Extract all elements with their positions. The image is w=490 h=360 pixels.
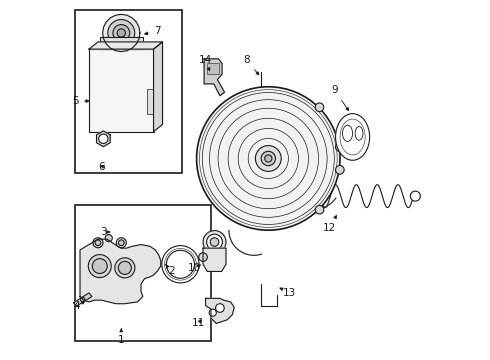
Polygon shape: [102, 14, 140, 51]
Circle shape: [113, 24, 130, 41]
Text: 13: 13: [280, 288, 296, 298]
Text: 14: 14: [199, 55, 212, 71]
Circle shape: [199, 253, 207, 261]
Polygon shape: [205, 298, 234, 323]
Text: 3: 3: [100, 227, 110, 237]
Text: 2: 2: [166, 264, 175, 276]
Text: 12: 12: [322, 216, 337, 233]
Text: 1: 1: [118, 329, 124, 345]
Bar: [100, 37, 143, 49]
Polygon shape: [80, 239, 161, 304]
Circle shape: [119, 261, 131, 274]
Circle shape: [105, 234, 112, 242]
Circle shape: [108, 19, 135, 46]
Bar: [207, 63, 219, 74]
Text: 7: 7: [145, 26, 160, 36]
Polygon shape: [74, 293, 92, 306]
Circle shape: [315, 103, 324, 112]
Circle shape: [196, 87, 340, 230]
Circle shape: [203, 230, 226, 253]
Circle shape: [209, 309, 216, 316]
Circle shape: [116, 238, 126, 248]
Circle shape: [410, 191, 420, 201]
Bar: [89, 49, 153, 132]
Circle shape: [210, 238, 219, 246]
Text: 8: 8: [244, 55, 259, 75]
Text: 6: 6: [98, 162, 105, 172]
Text: 5: 5: [73, 96, 89, 106]
Circle shape: [336, 143, 344, 152]
Circle shape: [167, 250, 195, 278]
Circle shape: [207, 234, 222, 250]
Circle shape: [255, 145, 281, 171]
Polygon shape: [203, 248, 226, 271]
Ellipse shape: [336, 114, 369, 160]
Circle shape: [95, 240, 101, 246]
Polygon shape: [89, 42, 163, 49]
Text: 10: 10: [188, 263, 201, 273]
Circle shape: [117, 29, 125, 37]
Bar: [74, 10, 182, 173]
Polygon shape: [204, 59, 224, 96]
Circle shape: [216, 304, 224, 312]
Bar: [342, 135, 356, 153]
Bar: [147, 89, 153, 114]
Circle shape: [92, 258, 107, 274]
Polygon shape: [153, 42, 163, 132]
Circle shape: [265, 155, 272, 162]
Bar: [74, 205, 211, 341]
Circle shape: [162, 246, 199, 283]
Circle shape: [119, 240, 124, 246]
Circle shape: [315, 206, 324, 214]
Text: 9: 9: [331, 85, 348, 111]
Circle shape: [261, 151, 275, 166]
Text: 11: 11: [192, 319, 205, 328]
Circle shape: [80, 297, 85, 302]
Circle shape: [115, 258, 135, 278]
Polygon shape: [97, 131, 110, 147]
Circle shape: [88, 255, 111, 278]
Circle shape: [336, 166, 344, 174]
Text: 4: 4: [74, 301, 85, 311]
Circle shape: [98, 134, 108, 143]
Circle shape: [93, 238, 103, 248]
Circle shape: [344, 140, 353, 148]
